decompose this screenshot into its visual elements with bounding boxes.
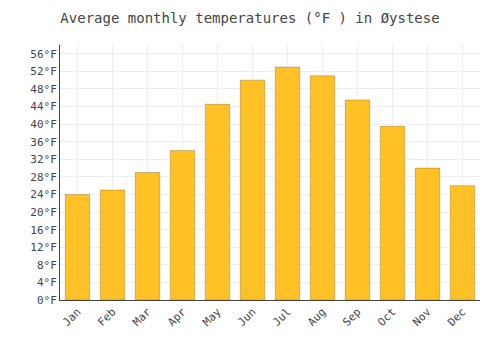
svg-text:56°F: 56°F	[30, 48, 57, 61]
svg-text:24°F: 24°F	[30, 188, 57, 201]
svg-text:Sep: Sep	[340, 306, 363, 329]
svg-text:Jan: Jan	[60, 306, 83, 329]
svg-text:40°F: 40°F	[30, 118, 57, 131]
svg-text:Dec: Dec	[445, 306, 468, 329]
svg-text:Jun: Jun	[235, 306, 258, 329]
svg-text:Average monthly temperatures (: Average monthly temperatures (°F ) in Øy…	[60, 10, 439, 26]
svg-text:8°F: 8°F	[37, 259, 57, 272]
svg-text:36°F: 36°F	[30, 136, 57, 149]
svg-text:44°F: 44°F	[30, 100, 57, 113]
svg-text:Feb: Feb	[95, 306, 118, 329]
svg-text:May: May	[200, 305, 224, 329]
svg-text:Oct: Oct	[375, 306, 398, 329]
svg-text:Apr: Apr	[165, 305, 189, 329]
svg-text:28°F: 28°F	[30, 171, 57, 184]
svg-text:16°F: 16°F	[30, 224, 57, 237]
svg-text:4°F: 4°F	[37, 276, 57, 289]
svg-text:32°F: 32°F	[30, 153, 57, 166]
svg-text:Jul: Jul	[270, 306, 293, 329]
svg-text:0°F: 0°F	[37, 294, 57, 307]
svg-text:Nov: Nov	[410, 305, 434, 329]
svg-text:Mar: Mar	[130, 305, 154, 329]
svg-text:12°F: 12°F	[30, 241, 57, 254]
svg-text:48°F: 48°F	[30, 83, 57, 96]
svg-text:52°F: 52°F	[30, 65, 57, 78]
svg-text:Aug: Aug	[305, 306, 328, 329]
svg-text:20°F: 20°F	[30, 206, 57, 219]
